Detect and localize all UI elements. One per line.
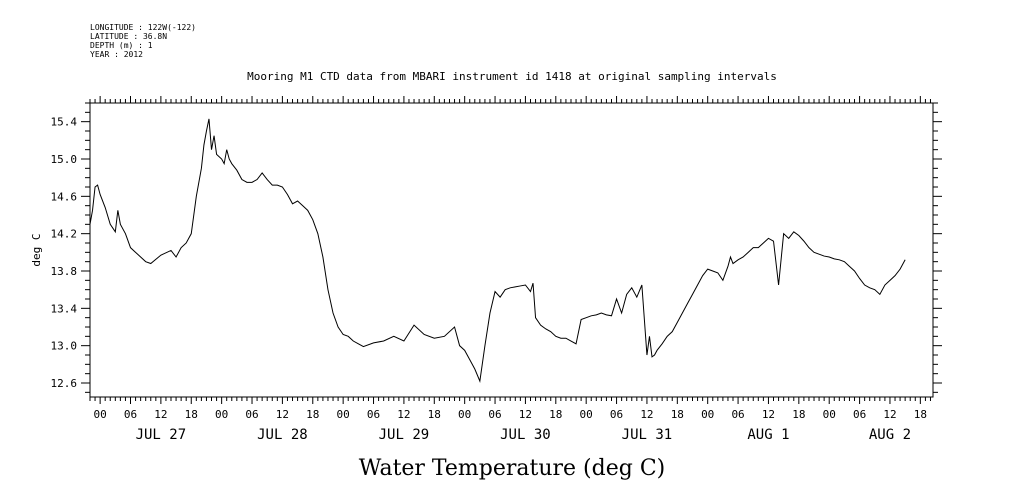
x-tick-label: 06 (731, 408, 744, 421)
x-tick-label: 00 (580, 408, 593, 421)
meta-latitude: LATITUDE : 36.8N (90, 32, 167, 41)
x-tick-label: 06 (853, 408, 866, 421)
y-tick-label: 15.4 (51, 116, 78, 129)
x-tick-label: 00 (215, 408, 228, 421)
x-day-label: JUL 31 (622, 427, 673, 443)
y-tick-label: 12.6 (51, 377, 78, 390)
x-tick-label: 18 (428, 408, 441, 421)
x-tick-label: 12 (640, 408, 653, 421)
y-tick-label: 14.6 (51, 190, 78, 203)
y-tick-label: 14.2 (51, 228, 78, 241)
x-tick-label: 18 (185, 408, 198, 421)
y-tick-label: 13.0 (51, 340, 78, 353)
x-tick-label: 12 (276, 408, 289, 421)
x-tick-label: 18 (549, 408, 562, 421)
x-tick-label: 18 (306, 408, 319, 421)
x-tick-label: 12 (883, 408, 896, 421)
series-line (89, 118, 906, 383)
metadata-block: LONGITUDE : 122W(-122) LATITUDE : 36.8N … (90, 23, 196, 59)
x-tick-label: 18 (792, 408, 805, 421)
x-tick-label: 12 (154, 408, 167, 421)
x-axis-label: Water Temperature (deg C) (359, 456, 666, 481)
x-tick-label: 06 (367, 408, 380, 421)
x-day-label: JUL 28 (257, 427, 308, 443)
y-tick-label: 15.0 (51, 153, 78, 166)
x-day-label: JUL 30 (500, 427, 551, 443)
x-tick-label: 06 (488, 408, 501, 421)
x-tick-label: 06 (124, 408, 137, 421)
meta-year: YEAR : 2012 (90, 50, 143, 59)
x-tick-label: 00 (458, 408, 471, 421)
chart-title: Mooring M1 CTD data from MBARI instrumen… (247, 70, 777, 83)
meta-depth: DEPTH (m) : 1 (90, 41, 153, 50)
plot-frame (89, 102, 934, 398)
x-tick-label: 00 (823, 408, 836, 421)
x-tick-label: 18 (671, 408, 684, 421)
x-tick-label: 00 (94, 408, 107, 421)
x-tick-labels: 00 06 12 18 00 06 12 18 00 06 12 18 00 06 12 18 00 06 12 18… (94, 408, 927, 421)
y-tick-label: 13.4 (51, 302, 78, 315)
x-tick-label: 00 (337, 408, 350, 421)
x-day-label: AUG 2 (869, 427, 911, 443)
y-axis-label: deg C (30, 233, 43, 266)
x-tick-label: 18 (914, 408, 927, 421)
x-day-label: JUL 29 (379, 427, 430, 443)
y-tick-labels: 12.6 13.0 13.4 13.8 14.2 14.6 15.0 15.4 (51, 116, 78, 390)
x-tick-label: 06 (245, 408, 258, 421)
x-day-label: JUL 27 (136, 427, 187, 443)
x-day-labels: JUL 27 JUL 28 JUL 29 JUL 30 JUL 31 AUG 1 AUG 2 (136, 427, 911, 443)
y-tick-label: 13.8 (51, 265, 78, 278)
x-tick-label: 12 (397, 408, 410, 421)
x-tick-label: 06 (610, 408, 623, 421)
x-tick-label: 00 (701, 408, 714, 421)
x-day-label: AUG 1 (747, 427, 789, 443)
x-tick-label: 12 (519, 408, 532, 421)
x-tick-label: 12 (762, 408, 775, 421)
axis-ticks (81, 96, 942, 404)
meta-longitude: LONGITUDE : 122W(-122) (90, 23, 196, 32)
